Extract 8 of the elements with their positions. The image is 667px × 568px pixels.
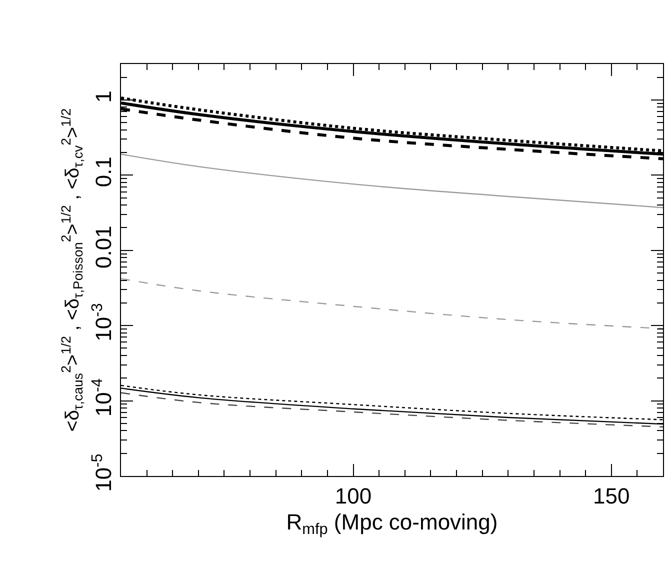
x-tick-label: 100 xyxy=(334,484,372,508)
line-series xyxy=(121,154,663,208)
x-axis-title: R$_{mfp}$ (Mpc co-moving) xyxy=(286,509,498,538)
line-series xyxy=(121,278,663,330)
y-tick-label: 0.01 xyxy=(91,226,116,268)
x-tick-label: 150 xyxy=(593,484,630,508)
y-tick-label: 1 xyxy=(91,90,116,103)
y-tick-label: 0.1 xyxy=(91,156,116,188)
